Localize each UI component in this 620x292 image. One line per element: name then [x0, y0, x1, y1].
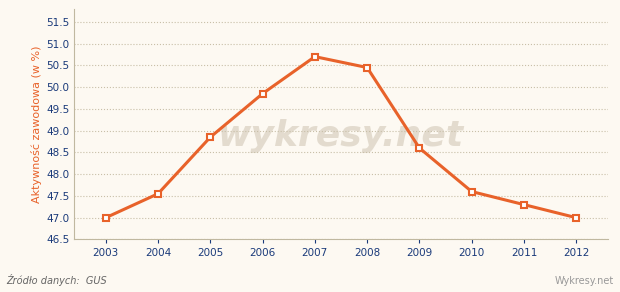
Text: Źródło danych:  GUS: Źródło danych: GUS	[6, 274, 107, 286]
Y-axis label: Aktywność zawodowa (w %): Aktywność zawodowa (w %)	[31, 45, 42, 203]
Text: wykresy.net: wykresy.net	[218, 119, 464, 153]
Text: Wykresy.net: Wykresy.net	[554, 276, 614, 286]
